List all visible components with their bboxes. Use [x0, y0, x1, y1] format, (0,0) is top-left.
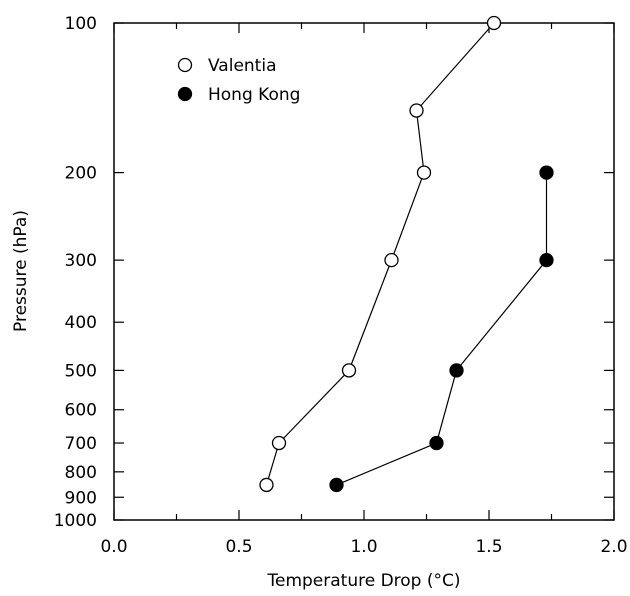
y-tick-label: 500	[65, 361, 97, 381]
y-tick-label: 900	[65, 488, 97, 508]
x-tick-label: 0.0	[100, 537, 127, 557]
series-0	[259, 15, 502, 493]
filled-circle-marker	[429, 435, 444, 451]
legend-label: Valentia	[208, 56, 277, 76]
y-tick-label: 300	[65, 251, 97, 271]
series-layer	[259, 15, 554, 493]
filled-circle-marker	[539, 165, 554, 180]
open-circle-marker	[409, 103, 424, 118]
y-tick-label: 600	[65, 401, 97, 421]
x-tick-label: 2.0	[600, 537, 627, 557]
open-circle-marker	[384, 252, 399, 268]
open-circle-marker	[416, 165, 432, 180]
filled-circle-marker	[539, 252, 554, 268]
open-circle-marker	[486, 15, 502, 31]
legend-filled-circle-icon	[177, 86, 193, 102]
y-tick-label: 200	[65, 164, 97, 184]
filled-circle-marker	[329, 477, 344, 493]
legend: Valentia Hong Kong	[177, 56, 300, 105]
y-tick-label: 100	[65, 14, 97, 34]
open-circle-marker	[271, 435, 287, 451]
y-tick-label: 800	[65, 463, 97, 483]
y-axis-title: Pressure (hPa)	[11, 210, 31, 332]
y-tick-label: 1000	[54, 511, 97, 531]
tick-labels: 0.0 0.5 1.0 1.5 2.0 100 200 300 400 500 600 700 800 9…	[54, 14, 628, 557]
legend-label: Hong Kong	[208, 85, 300, 105]
series-1	[329, 165, 554, 493]
x-tick-label: 1.5	[475, 537, 502, 557]
legend-open-circle-icon	[177, 57, 193, 73]
open-circle-marker	[341, 363, 357, 378]
series-line	[265, 22, 495, 486]
open-circle-marker	[259, 477, 274, 493]
ticks	[113, 22, 615, 521]
y-tick-label: 700	[65, 434, 97, 454]
x-axis-title: Temperature Drop (°C)	[266, 571, 460, 591]
y-tick-label: 400	[65, 313, 97, 333]
x-tick-label: 0.5	[225, 537, 252, 557]
x-tick-label: 1.0	[350, 537, 377, 557]
filled-circle-marker	[449, 363, 464, 378]
